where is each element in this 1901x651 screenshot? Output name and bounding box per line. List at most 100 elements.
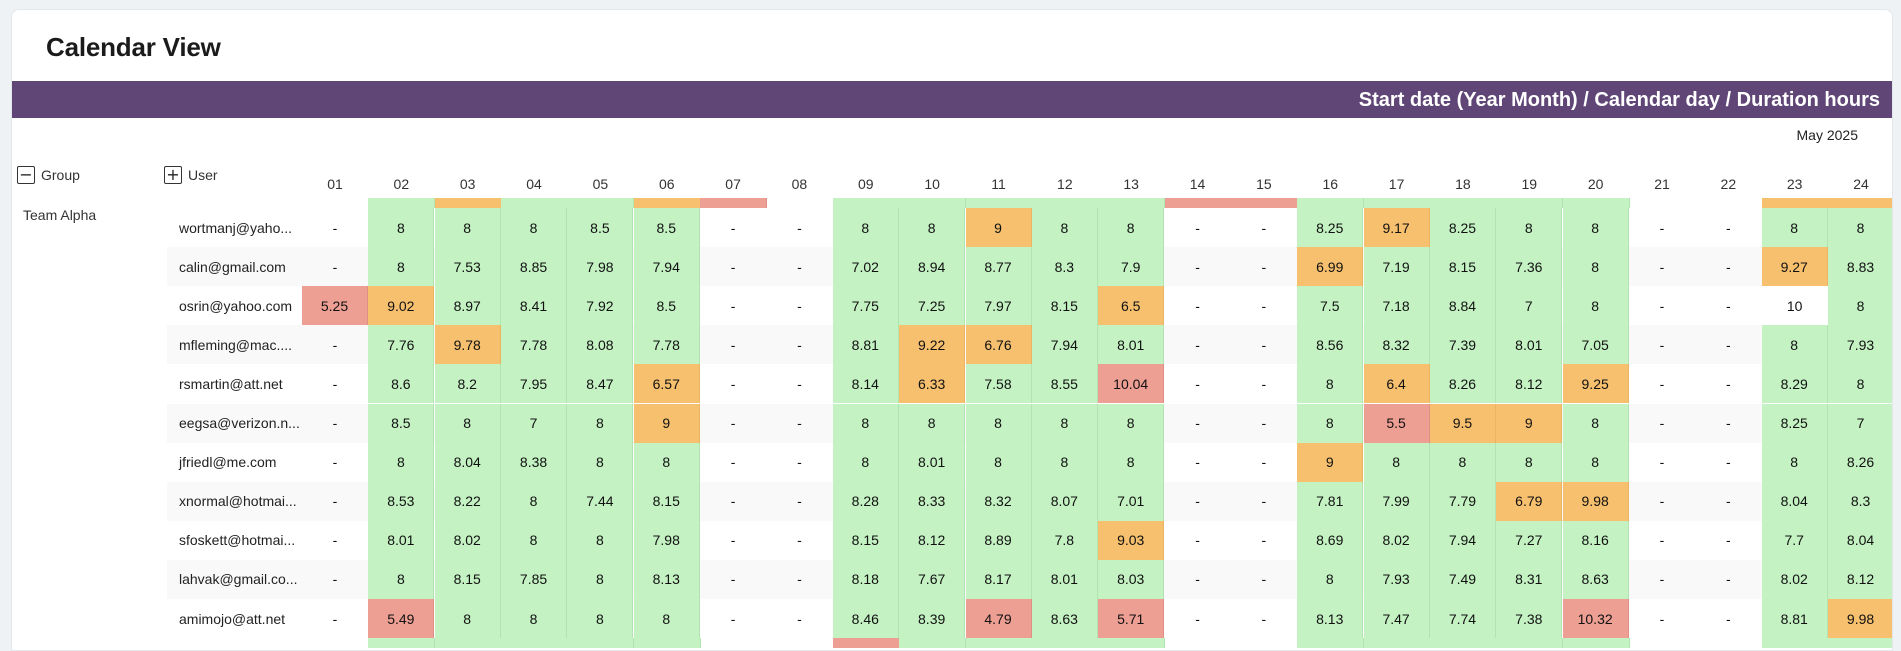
hours-cell[interactable]: 7.94 (633, 247, 700, 287)
hours-cell[interactable]: - (332, 571, 338, 588)
hours-cell[interactable]: - (332, 493, 338, 510)
hours-cell[interactable]: 7.81 (1297, 481, 1364, 521)
hours-cell[interactable]: 8.38 (501, 442, 568, 482)
hours-cell[interactable]: 8.01 (1496, 325, 1563, 365)
hours-cell[interactable]: 8.26 (1828, 442, 1892, 482)
hours-cell[interactable]: 7.98 (633, 520, 700, 560)
hours-cell[interactable]: 8.15 (1031, 286, 1098, 326)
hours-cell[interactable]: - (797, 258, 802, 275)
hours-cell[interactable]: - (1261, 297, 1267, 314)
hours-cell[interactable]: 8.89 (965, 520, 1032, 560)
hours-cell[interactable]: 8.13 (1297, 599, 1364, 638)
hours-cell[interactable]: 8 (1098, 442, 1165, 482)
hours-cell[interactable]: 8 (1496, 208, 1563, 247)
hours-cell[interactable]: 9.17 (1363, 208, 1430, 247)
hours-cell[interactable]: - (1195, 336, 1200, 353)
hours-cell[interactable]: - (1726, 219, 1731, 236)
hours-cell[interactable]: 7 (1828, 403, 1892, 443)
hours-cell[interactable]: 9.03 (1098, 520, 1165, 560)
hours-cell[interactable]: 9.98 (1828, 599, 1892, 638)
hours-cell[interactable]: 8 (501, 599, 568, 638)
user-name[interactable]: sfoskett@hotmai... (179, 532, 296, 549)
hours-cell[interactable]: 8 (501, 520, 568, 560)
hours-cell[interactable]: 7.92 (567, 286, 634, 326)
hours-cell[interactable]: 8 (1562, 247, 1629, 287)
hours-cell[interactable]: 8.18 (832, 559, 899, 599)
hours-cell[interactable]: 8 (899, 208, 966, 247)
hours-cell[interactable]: 8.07 (1031, 481, 1098, 521)
hours-cell[interactable]: 8 (1562, 442, 1629, 482)
hours-cell[interactable]: - (1261, 454, 1267, 471)
hours-cell[interactable]: 8.63 (1031, 599, 1098, 638)
hours-cell[interactable]: 7 (501, 403, 568, 443)
hours-cell[interactable]: 8.53 (368, 481, 435, 521)
hours-cell[interactable]: 8 (1031, 403, 1098, 443)
hours-cell[interactable]: 8.04 (1828, 520, 1892, 560)
hours-cell[interactable]: 8 (1429, 442, 1496, 482)
user-name[interactable]: osrin@yahoo.com (179, 297, 293, 314)
hours-cell[interactable]: 8 (368, 559, 435, 599)
hours-cell[interactable]: - (797, 454, 802, 471)
hours-cell[interactable]: 8 (434, 208, 501, 247)
user-name[interactable]: eegsa@verizon.n... (179, 415, 300, 431)
hours-cell[interactable]: 7.97 (965, 286, 1032, 326)
hours-cell[interactable]: 9.25 (1562, 364, 1629, 404)
hours-cell[interactable]: 8.33 (899, 481, 966, 521)
hours-cell[interactable]: 8.15 (832, 520, 899, 560)
hours-cell[interactable]: 8.12 (1828, 559, 1892, 599)
hours-cell[interactable]: 8.46 (832, 599, 899, 638)
hours-cell[interactable]: 8 (1098, 208, 1165, 247)
hours-cell[interactable]: - (1726, 336, 1731, 353)
hours-cell[interactable]: 8 (1297, 559, 1364, 599)
hours-cell[interactable]: - (1195, 532, 1200, 549)
hours-cell[interactable]: 4.79 (965, 599, 1032, 638)
hours-cell[interactable]: 7.93 (1828, 325, 1892, 365)
hours-cell[interactable]: - (730, 493, 736, 510)
hours-cell[interactable]: - (1726, 493, 1731, 510)
hours-cell[interactable]: - (1726, 454, 1731, 471)
hours-cell[interactable]: 7.67 (899, 559, 966, 599)
hours-cell[interactable]: 8 (434, 599, 501, 638)
hours-cell[interactable]: 8 (567, 599, 634, 638)
hours-cell[interactable]: - (332, 375, 338, 392)
hours-cell[interactable]: 8 (501, 481, 568, 521)
hours-cell[interactable]: - (332, 258, 338, 275)
hours-cell[interactable]: 7.38 (1496, 599, 1563, 638)
hours-cell[interactable]: 8.17 (965, 559, 1032, 599)
hours-cell[interactable]: 5.5 (1363, 403, 1430, 443)
hours-cell[interactable]: - (730, 454, 736, 471)
hours-cell[interactable]: 8 (1363, 442, 1430, 482)
hours-cell[interactable]: 7.5 (1297, 286, 1364, 326)
hours-cell[interactable]: 8 (899, 403, 966, 443)
hours-cell[interactable]: 8.3 (1031, 247, 1098, 287)
user-name[interactable]: amimojo@att.net (179, 610, 286, 627)
hours-cell[interactable]: 8 (633, 599, 700, 638)
hours-cell[interactable]: - (730, 219, 736, 236)
hours-cell[interactable]: 8 (1297, 403, 1364, 443)
hours-cell[interactable]: 8 (832, 442, 899, 482)
hours-cell[interactable]: - (730, 336, 736, 353)
user-name[interactable]: calin@gmail.com (179, 258, 286, 275)
hours-cell[interactable]: - (1261, 219, 1267, 236)
user-name[interactable]: rsmartin@att.net (179, 375, 283, 392)
hours-cell[interactable]: 8.84 (1429, 286, 1496, 326)
hours-cell[interactable]: 8.25 (1429, 208, 1496, 247)
hours-cell[interactable]: 7.75 (832, 286, 899, 326)
hours-cell[interactable]: 8.28 (832, 481, 899, 521)
hours-cell[interactable]: 6.33 (899, 364, 966, 404)
hours-cell[interactable]: 9.98 (1562, 481, 1629, 521)
hours-cell[interactable]: 8.04 (1761, 481, 1828, 521)
hours-cell[interactable]: 8 (832, 403, 899, 443)
hours-cell[interactable]: - (1261, 610, 1267, 627)
hours-cell[interactable]: 10.32 (1562, 599, 1629, 638)
hours-cell[interactable]: 7.39 (1429, 325, 1496, 365)
hours-cell[interactable]: - (797, 336, 802, 353)
hours-cell[interactable]: - (730, 571, 736, 588)
hours-cell[interactable]: 8.25 (1761, 403, 1828, 443)
hours-cell[interactable]: 8.15 (434, 559, 501, 599)
hours-cell[interactable]: 7.27 (1496, 520, 1563, 560)
hours-cell[interactable]: - (1659, 297, 1665, 314)
hours-cell[interactable]: 8.08 (567, 325, 634, 365)
hours-cell[interactable]: 8.03 (1098, 559, 1165, 599)
hours-cell[interactable]: 7.95 (501, 364, 568, 404)
